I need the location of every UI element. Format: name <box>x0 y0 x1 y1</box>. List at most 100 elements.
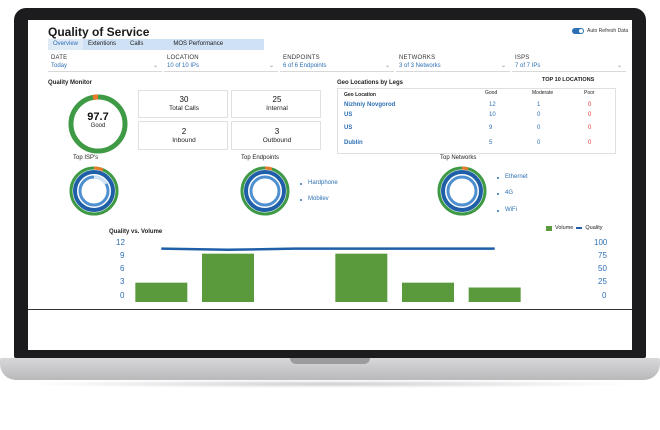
geo-good: 9 <box>489 125 493 131</box>
geo-city[interactable]: US <box>344 125 353 131</box>
tab-mos-performance[interactable]: MOS Performance <box>173 41 224 47</box>
stat-card: 3 Outbound <box>231 121 321 150</box>
legend-bullet-icon <box>497 210 499 212</box>
legend-volume: Volume <box>555 225 574 231</box>
filter-label: ENDPOINTS <box>283 55 320 61</box>
geo-good: 10 <box>489 112 496 118</box>
y-tick-right: 0 <box>602 291 607 300</box>
stat-label: Total Calls <box>169 105 199 112</box>
volume-swatch <box>546 225 552 231</box>
stat-card: 2 Inbound <box>138 121 228 150</box>
tab-extentions[interactable]: Extentions <box>88 41 117 47</box>
quality-score-label: Good <box>90 123 106 129</box>
chevron-down-icon[interactable]: ⌄ <box>500 63 506 69</box>
endpoint-legend-item[interactable]: Hardphone <box>308 180 338 186</box>
filter-date[interactable]: DATE Today ⌄ <box>48 54 162 72</box>
volume-bar[interactable] <box>202 253 254 302</box>
top-isps-donut[interactable] <box>68 165 120 217</box>
filter-value: 10 of 10 IPs <box>167 63 200 69</box>
geo-row[interactable]: Dublin 5 0 0 <box>344 140 624 152</box>
y-tick-right: 25 <box>598 277 607 286</box>
top-networks-donut[interactable] <box>436 165 488 217</box>
geo-poor: 0 <box>588 102 592 108</box>
network-legend-item[interactable]: WiFi <box>505 207 517 213</box>
geo-col-good: Good <box>485 90 498 96</box>
quality-monitor-title: Quality Monitor <box>48 80 92 86</box>
y-tick-left: 6 <box>120 264 125 273</box>
geo-col-poor: Poor <box>584 90 595 96</box>
filter-label: LOCATION <box>167 55 199 61</box>
quality-line[interactable] <box>161 247 495 252</box>
geo-poor: 0 <box>588 125 592 131</box>
geo-table <box>337 88 616 154</box>
filter-location[interactable]: LOCATION 10 of 10 IPs ⌄ <box>164 54 278 72</box>
geo-city[interactable]: Nizhniy Novgorod <box>344 102 396 108</box>
geo-good: 12 <box>489 102 496 108</box>
geo-city[interactable]: Dublin <box>344 140 363 146</box>
legend-bullet-icon <box>497 193 499 195</box>
quality-gauge-poor-segment <box>92 94 99 100</box>
chevron-down-icon[interactable]: ⌄ <box>384 63 390 69</box>
y-tick-left: 3 <box>120 277 125 286</box>
chevron-down-icon[interactable]: ⌄ <box>616 63 622 69</box>
geo-col-location: Geo Location <box>344 92 376 98</box>
toggle-switch-icon[interactable] <box>572 28 584 34</box>
filter-networks[interactable]: NETWORKS 3 of 3 Networks ⌄ <box>396 54 510 72</box>
tab-overview[interactable]: Overview <box>48 39 84 50</box>
chevron-down-icon[interactable]: ⌄ <box>268 63 274 69</box>
filter-bar: DATE Today ⌄ LOCATION 10 of 10 IPs ⌄ END… <box>48 54 628 72</box>
geo-moderate: 0 <box>537 140 541 146</box>
filter-label: DATE <box>51 55 68 61</box>
chevron-down-icon[interactable]: ⌄ <box>152 63 158 69</box>
geo-row[interactable]: US 10 0 0 <box>344 112 624 124</box>
y-tick-right: 75 <box>598 251 607 260</box>
volume-bar[interactable] <box>335 253 388 302</box>
tab-bar: Overview Extentions Calls MOS Performanc… <box>48 39 264 50</box>
volume-bar[interactable] <box>468 287 521 303</box>
geo-poor: 0 <box>588 140 592 146</box>
stat-value: 3 <box>274 127 280 136</box>
geo-moderate: 1 <box>537 102 541 108</box>
geo-row[interactable]: Nizhniy Novgorod 12 1 0 <box>344 102 624 114</box>
filter-value: Today <box>51 63 68 69</box>
stat-value: 30 <box>179 95 189 104</box>
geo-col-moderate: Moderate <box>532 90 554 96</box>
laptop-shadow <box>20 380 640 388</box>
filter-value: 3 of 3 Networks <box>399 63 441 69</box>
laptop-notch <box>290 358 370 364</box>
geo-moderate: 0 <box>537 125 541 131</box>
chart-legend: Volume Quality <box>546 225 602 231</box>
stat-label: Outbound <box>262 137 292 144</box>
stat-value: 25 <box>272 95 282 104</box>
filter-endpoints[interactable]: ENDPOINTS 6 of 6 Endpoints ⌄ <box>280 54 394 72</box>
top-networks-title: Top Networks <box>440 155 477 161</box>
filter-value: 7 of 7 IPs <box>515 63 541 69</box>
filter-isps[interactable]: ISPS 7 of 7 IPs ⌄ <box>512 54 626 72</box>
stat-card: 25 Internal <box>231 90 321 118</box>
chart-title: Quality vs. Volume <box>109 229 163 235</box>
geo-moderate: 0 <box>537 112 541 118</box>
geo-row[interactable]: US 9 0 0 <box>344 125 624 137</box>
tab-calls[interactable]: Calls <box>130 41 144 47</box>
filter-label: NETWORKS <box>399 55 436 61</box>
y-tick-right: 100 <box>594 238 608 247</box>
y-tick-left: 9 <box>120 251 125 260</box>
filter-value: 6 of 6 Endpoints <box>283 63 327 69</box>
endpoint-legend-item[interactable]: Mobilev <box>308 196 329 202</box>
top-endpoints-donut[interactable] <box>239 165 291 217</box>
top-isps-title: Top ISP's <box>73 155 99 161</box>
network-legend-item[interactable]: 4G <box>505 190 514 196</box>
legend-bullet-icon <box>497 177 499 179</box>
auto-refresh-toggle[interactable]: Auto Refresh Data <box>572 28 628 34</box>
y-tick-right: 50 <box>598 264 607 273</box>
geo-city[interactable]: US <box>344 112 353 118</box>
top-endpoints-title: Top Endpoints <box>241 155 280 161</box>
quality-volume-chart <box>135 247 521 303</box>
page-title: Quality of Service <box>48 25 150 39</box>
auto-refresh-label: Auto Refresh Data <box>587 28 629 34</box>
y-tick-left: 12 <box>116 238 125 247</box>
volume-bar[interactable] <box>402 282 454 302</box>
volume-bar[interactable] <box>135 282 188 302</box>
network-legend-item[interactable]: Ethernet <box>505 174 528 180</box>
